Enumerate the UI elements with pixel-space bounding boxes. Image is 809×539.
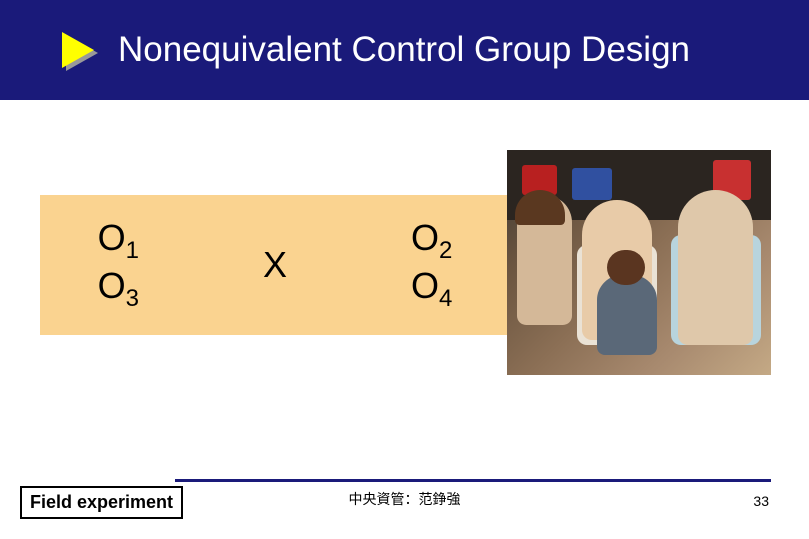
notation-cell: O1 — [40, 217, 197, 265]
design-column-pretest: O1 O3 — [40, 217, 197, 313]
page-number: 33 — [753, 493, 769, 509]
illustration-photo — [507, 150, 771, 375]
slide-header: Nonequivalent Control Group Design — [0, 0, 809, 100]
slide-footer: Field experiment 中央資管：范錚強 33 — [0, 479, 809, 539]
design-column-posttest: O2 O4 — [353, 217, 510, 313]
notation-cell: O3 — [40, 265, 197, 313]
design-column-treatment: X — [197, 244, 354, 286]
play-triangle-icon — [60, 30, 110, 70]
field-experiment-label: Field experiment — [20, 486, 183, 519]
notation-cell: X — [197, 244, 354, 286]
footer-attribution: 中央資管：范錚強 — [349, 489, 461, 509]
notation-cell: O2 — [353, 217, 510, 265]
slide-content: O1 O3 X O2 O4 — [0, 100, 809, 480]
slide-title: Nonequivalent Control Group Design — [118, 30, 690, 70]
footer-divider — [175, 479, 771, 482]
notation-cell: O4 — [353, 265, 510, 313]
experiment-design-notation: O1 O3 X O2 O4 — [40, 195, 510, 335]
